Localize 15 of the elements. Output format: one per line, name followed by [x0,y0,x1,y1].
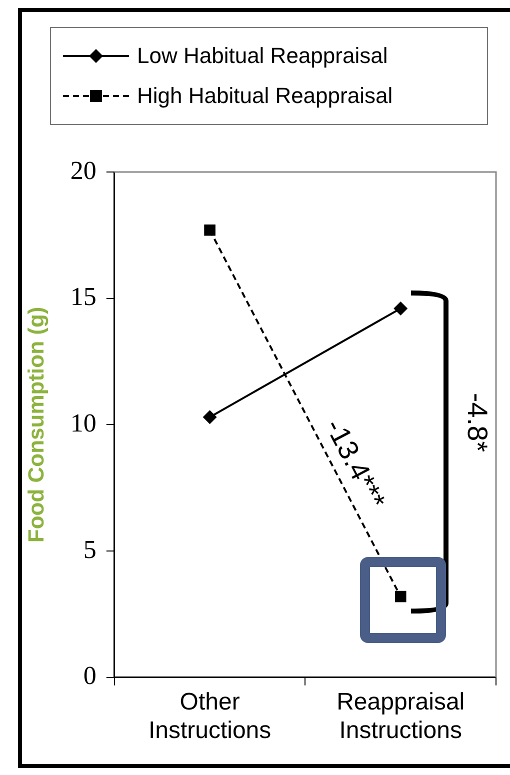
x-tick-label: Reappraisal Instructions [336,688,465,744]
y-tick-label: 0 [83,661,96,690]
legend-label: Low Habitual Reappraisal [137,43,388,69]
x-tick-label: Other Instructions [148,688,272,744]
y-tick-label: 15 [70,282,96,312]
y-tick-label: 10 [70,408,96,438]
point [394,590,406,602]
y-tick-label: 20 [70,156,96,185]
y-tick-label: 5 [83,534,96,564]
point [394,301,408,316]
point [204,224,216,236]
y-axis-title: Food Consumption (g) [23,306,48,543]
annotation: -4.8* [462,392,493,452]
point [202,410,217,424]
legend-label: High Habitual Reappraisal [137,83,393,109]
